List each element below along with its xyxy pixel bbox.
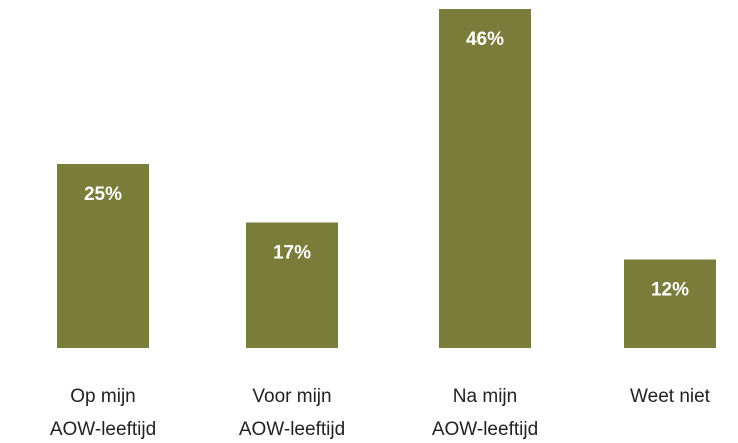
category-label-2: Voor mijn AOW-leeftijd (239, 386, 345, 440)
category-label-line: AOW-leeftijd (432, 419, 538, 440)
bar-2 (246, 222, 338, 348)
category-label-4: Weet niet (630, 386, 711, 407)
data-labels-group: 25% 17% 46% 12% (84, 29, 689, 301)
category-label-line: AOW-leeftijd (50, 419, 156, 440)
category-labels-group: Op mijn AOW-leeftijd Voor mijn AOW-leeftijd… (50, 386, 711, 440)
data-label-3: 46% (466, 29, 504, 50)
category-label-line: Op mijn (70, 386, 135, 407)
category-label-line: AOW-leeftijd (239, 419, 345, 440)
category-label-1: Op mijn AOW-leeftijd (50, 386, 156, 440)
category-label-3: Na mijn AOW-leeftijd (432, 386, 538, 440)
bars-group (57, 9, 716, 348)
category-label-line: Voor mijn (252, 386, 331, 407)
bar-4 (624, 259, 716, 348)
data-label-2: 17% (273, 243, 311, 264)
data-label-1: 25% (84, 184, 122, 205)
category-label-line: Na mijn (453, 386, 517, 407)
bar-1 (57, 163, 149, 348)
data-label-4: 12% (651, 280, 689, 301)
category-label-line: Weet niet (630, 386, 711, 407)
bar-3 (439, 9, 531, 348)
